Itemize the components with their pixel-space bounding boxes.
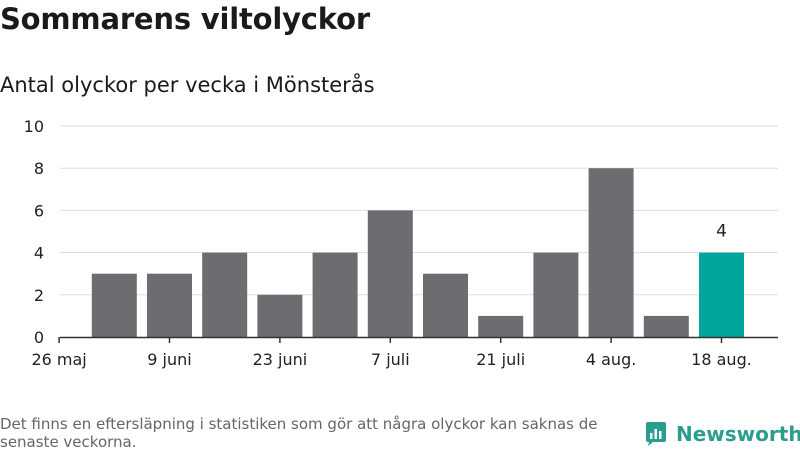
newsworthy-logo: Newsworthy (644, 420, 800, 448)
x-tick-label: 26 maj (31, 350, 86, 369)
y-tick-label: 10 (24, 117, 44, 136)
x-tick-label: 4 aug. (586, 350, 636, 369)
y-tick-label: 2 (34, 286, 44, 305)
bar (147, 273, 192, 337)
chart-subtitle: Antal olyckor per vecka i Mönsterås (0, 73, 375, 97)
x-tick-label: 9 juni (147, 350, 191, 369)
bar (91, 273, 137, 337)
newsworthy-logo-icon (646, 422, 666, 446)
footnote: Det finns en eftersläpning i statistiken… (0, 415, 598, 451)
bar (478, 315, 524, 337)
y-tick-label: 8 (34, 159, 44, 178)
data-label: 4 (716, 222, 727, 242)
y-tick-label: 4 (34, 244, 44, 263)
bar (202, 252, 248, 337)
y-tick-label: 6 (34, 201, 44, 220)
bar (312, 252, 358, 337)
chart-title: Sommarens viltolyckor (0, 2, 370, 36)
x-tick-label: 21 juli (476, 350, 525, 369)
bar (643, 315, 689, 337)
bar (423, 273, 468, 337)
bar (367, 210, 413, 337)
x-tick-label: 18 aug. (691, 350, 752, 369)
bar (588, 168, 634, 337)
brand-name: Newsworthy (676, 422, 800, 446)
x-tick-label: 7 juli (371, 350, 410, 369)
bar (533, 252, 579, 337)
y-tick-label: 0 (34, 328, 44, 347)
bar-chart: 0 2 4 6 8 10 26 maj 9 juni 23 juni 7 juli 21 juli 4… (24, 117, 778, 369)
bar-highlight (699, 252, 744, 337)
x-tick-label: 23 juni (253, 350, 308, 369)
bar (257, 294, 303, 337)
